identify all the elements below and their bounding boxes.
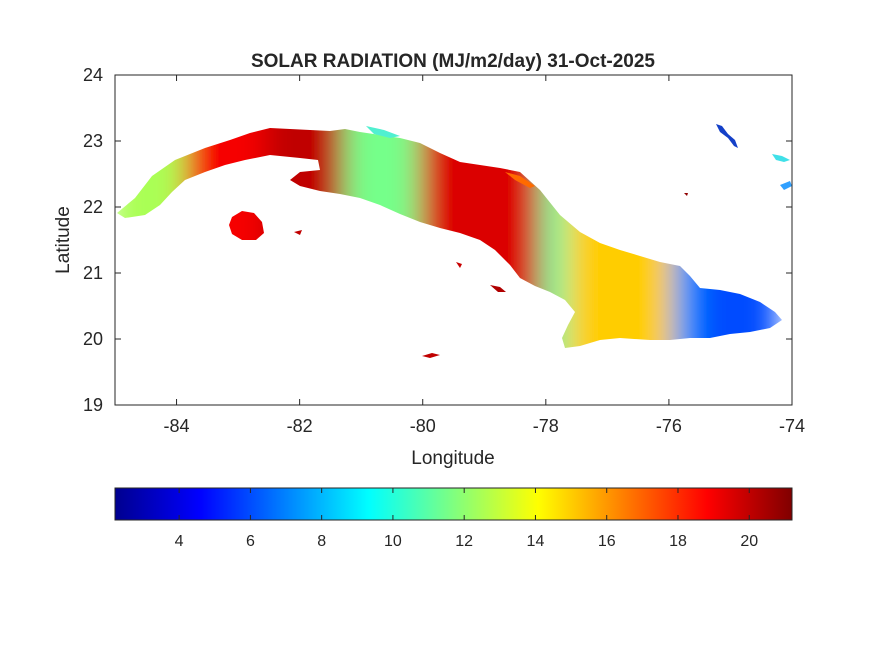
key-east [772, 154, 790, 162]
colorbar [114, 487, 793, 521]
colorbar-tick-label: 14 [527, 533, 545, 550]
x-axis: -84 -82 -80 -78 -76 -74 [164, 75, 805, 436]
colorbar-tick-label: 10 [384, 533, 402, 550]
axes-box [114, 74, 793, 406]
field-region-pinar-north-coast [184, 128, 335, 348]
y-axis-label: Latitude [53, 206, 74, 274]
y-tick-label: 19 [83, 395, 103, 415]
x-tick-label: -84 [164, 416, 190, 436]
y-tick-label: 21 [83, 263, 103, 283]
colorbar-tick-label: 8 [317, 533, 326, 550]
colorbar-tick-label: 18 [669, 533, 687, 550]
key-south-2 [490, 285, 506, 292]
y-tick-label: 23 [83, 131, 103, 151]
field-region-west-pinar [117, 128, 193, 348]
y-tick-label: 22 [83, 197, 103, 217]
colorbar-tick-label: 12 [455, 533, 473, 550]
y-tick-label: 20 [83, 329, 103, 349]
key-south-4 [294, 230, 302, 235]
key-east-2 [780, 181, 792, 190]
key-south-3 [456, 262, 462, 268]
key-dot [684, 193, 688, 196]
north-keys [366, 126, 400, 138]
field-region-villa-clara-camaguey [418, 128, 550, 348]
x-tick-label: -82 [287, 416, 313, 436]
heat-field [117, 124, 792, 358]
y-axis: 19 20 21 22 23 24 [83, 65, 792, 415]
field-region-matanzas [344, 128, 427, 348]
colorbar-tick-label: 6 [246, 533, 255, 550]
x-tick-label: -74 [779, 416, 805, 436]
colorbar-tick-label: 4 [175, 533, 184, 550]
island-nipe [716, 124, 738, 148]
field-region-guantanamo [695, 128, 778, 348]
colorbar-tick-label: 16 [598, 533, 616, 550]
chart-title: SOLAR RADIATION (MJ/m2/day) 31-Oct-2025 [251, 51, 655, 72]
field-region-granma-coast [566, 128, 673, 348]
x-tick-label: -80 [410, 416, 436, 436]
colorbar-ticks: 4 6 8 10 12 14 16 18 20 [175, 488, 758, 550]
x-tick-label: -76 [656, 416, 682, 436]
field-region-las-tunas-holguin [591, 128, 704, 348]
key-south [422, 353, 440, 358]
y-tick-label: 24 [83, 65, 103, 85]
field-region-havana-mayabeque [264, 128, 353, 348]
x-tick-label: -78 [533, 416, 559, 436]
north-keys-2 [505, 172, 535, 188]
colorbar-tick-label: 20 [740, 533, 758, 550]
x-axis-label: Longitude [411, 448, 494, 469]
